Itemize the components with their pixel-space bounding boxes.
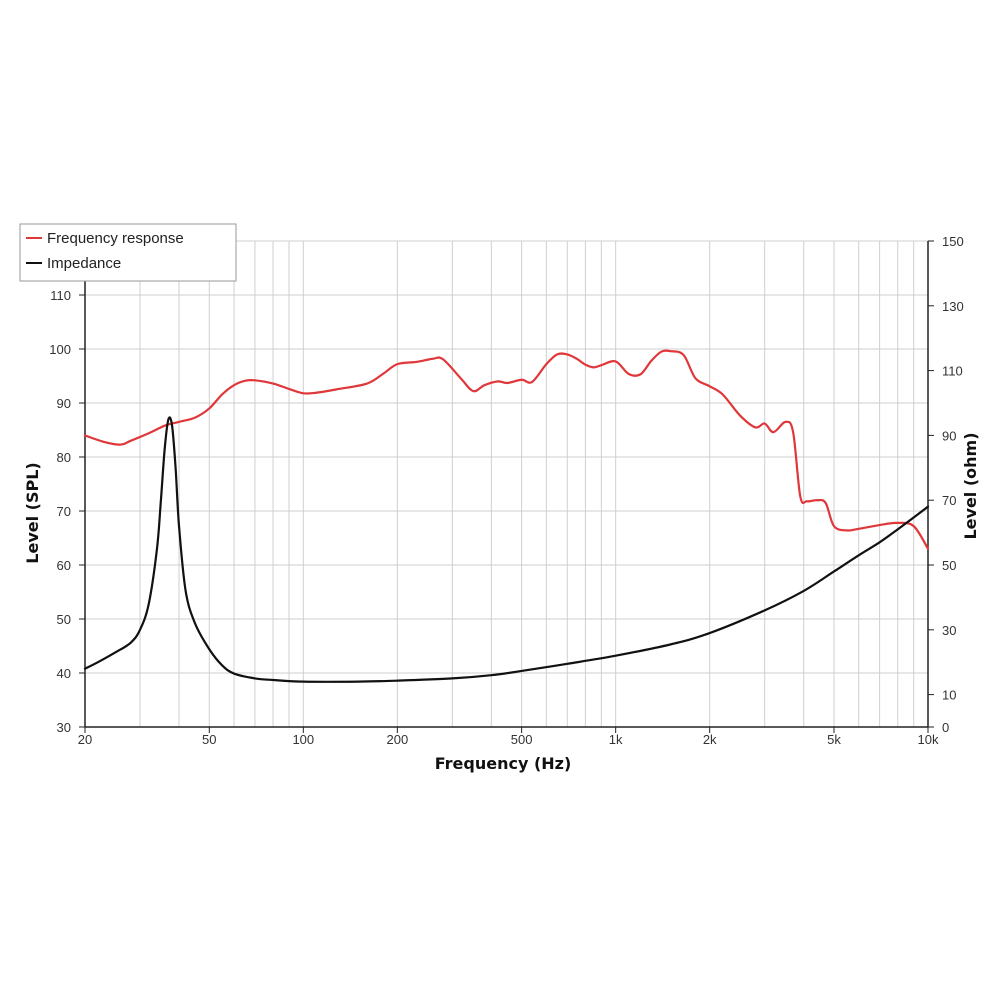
- y2-tick-label: 30: [942, 623, 956, 638]
- y-tick-label: 60: [57, 558, 71, 573]
- x-tick-label: 2k: [703, 732, 717, 747]
- y2-tick-label: 90: [942, 428, 956, 443]
- y2-tick-label: 10: [942, 688, 956, 703]
- y2-tick-label: 50: [942, 558, 956, 573]
- x-tick-label: 200: [386, 732, 408, 747]
- legend-box: [19, 223, 237, 282]
- x-tick-label: 20: [78, 732, 92, 747]
- x-tick-label: 1k: [609, 732, 623, 747]
- y2-tick-label: 130: [942, 299, 964, 314]
- legend-label-impedance: Impedance: [47, 255, 121, 272]
- y2-tick-label: 150: [942, 234, 964, 249]
- y2-tick-label: 70: [942, 493, 956, 508]
- y-tick-label: 40: [57, 666, 71, 681]
- legend: Frequency response Impedance: [19, 223, 237, 282]
- x-tick-label: 50: [202, 732, 216, 747]
- y2-axis-title: Level (ohm): [961, 432, 980, 539]
- y-tick-label: 50: [57, 612, 71, 627]
- y2-tick-label: 110: [942, 364, 963, 379]
- series-lines: [83, 349, 930, 683]
- x-tick-label: 10k: [918, 732, 939, 747]
- y-tick-label: 70: [57, 504, 71, 519]
- x-tick-label: 5k: [827, 732, 841, 747]
- grid: [84, 240, 929, 728]
- y-tick-label: 100: [49, 342, 71, 357]
- y-tick-label: 90: [57, 396, 71, 411]
- y2-tick-label: 0: [942, 720, 949, 735]
- y-tick-label: 110: [50, 288, 71, 303]
- x-tick-label: 500: [511, 732, 533, 747]
- series-line-frequency-response: [83, 349, 930, 550]
- x-axis-ticks: 20 50 100 200 500 1k 2k 5k 10k: [78, 727, 939, 747]
- y-tick-label: 30: [57, 720, 71, 735]
- series-line-impedance: [83, 416, 930, 683]
- legend-label-frequency-response: Frequency response: [47, 230, 184, 247]
- y-axis-title: Level (SPL): [23, 462, 42, 563]
- y2-axis-ticks: 0 10 30 50 70 90 110 130 150: [928, 234, 964, 735]
- x-axis-title: Frequency (Hz): [435, 754, 572, 773]
- y-tick-label: 80: [57, 450, 71, 465]
- axes: [84, 241, 929, 728]
- x-tick-label: 100: [292, 732, 314, 747]
